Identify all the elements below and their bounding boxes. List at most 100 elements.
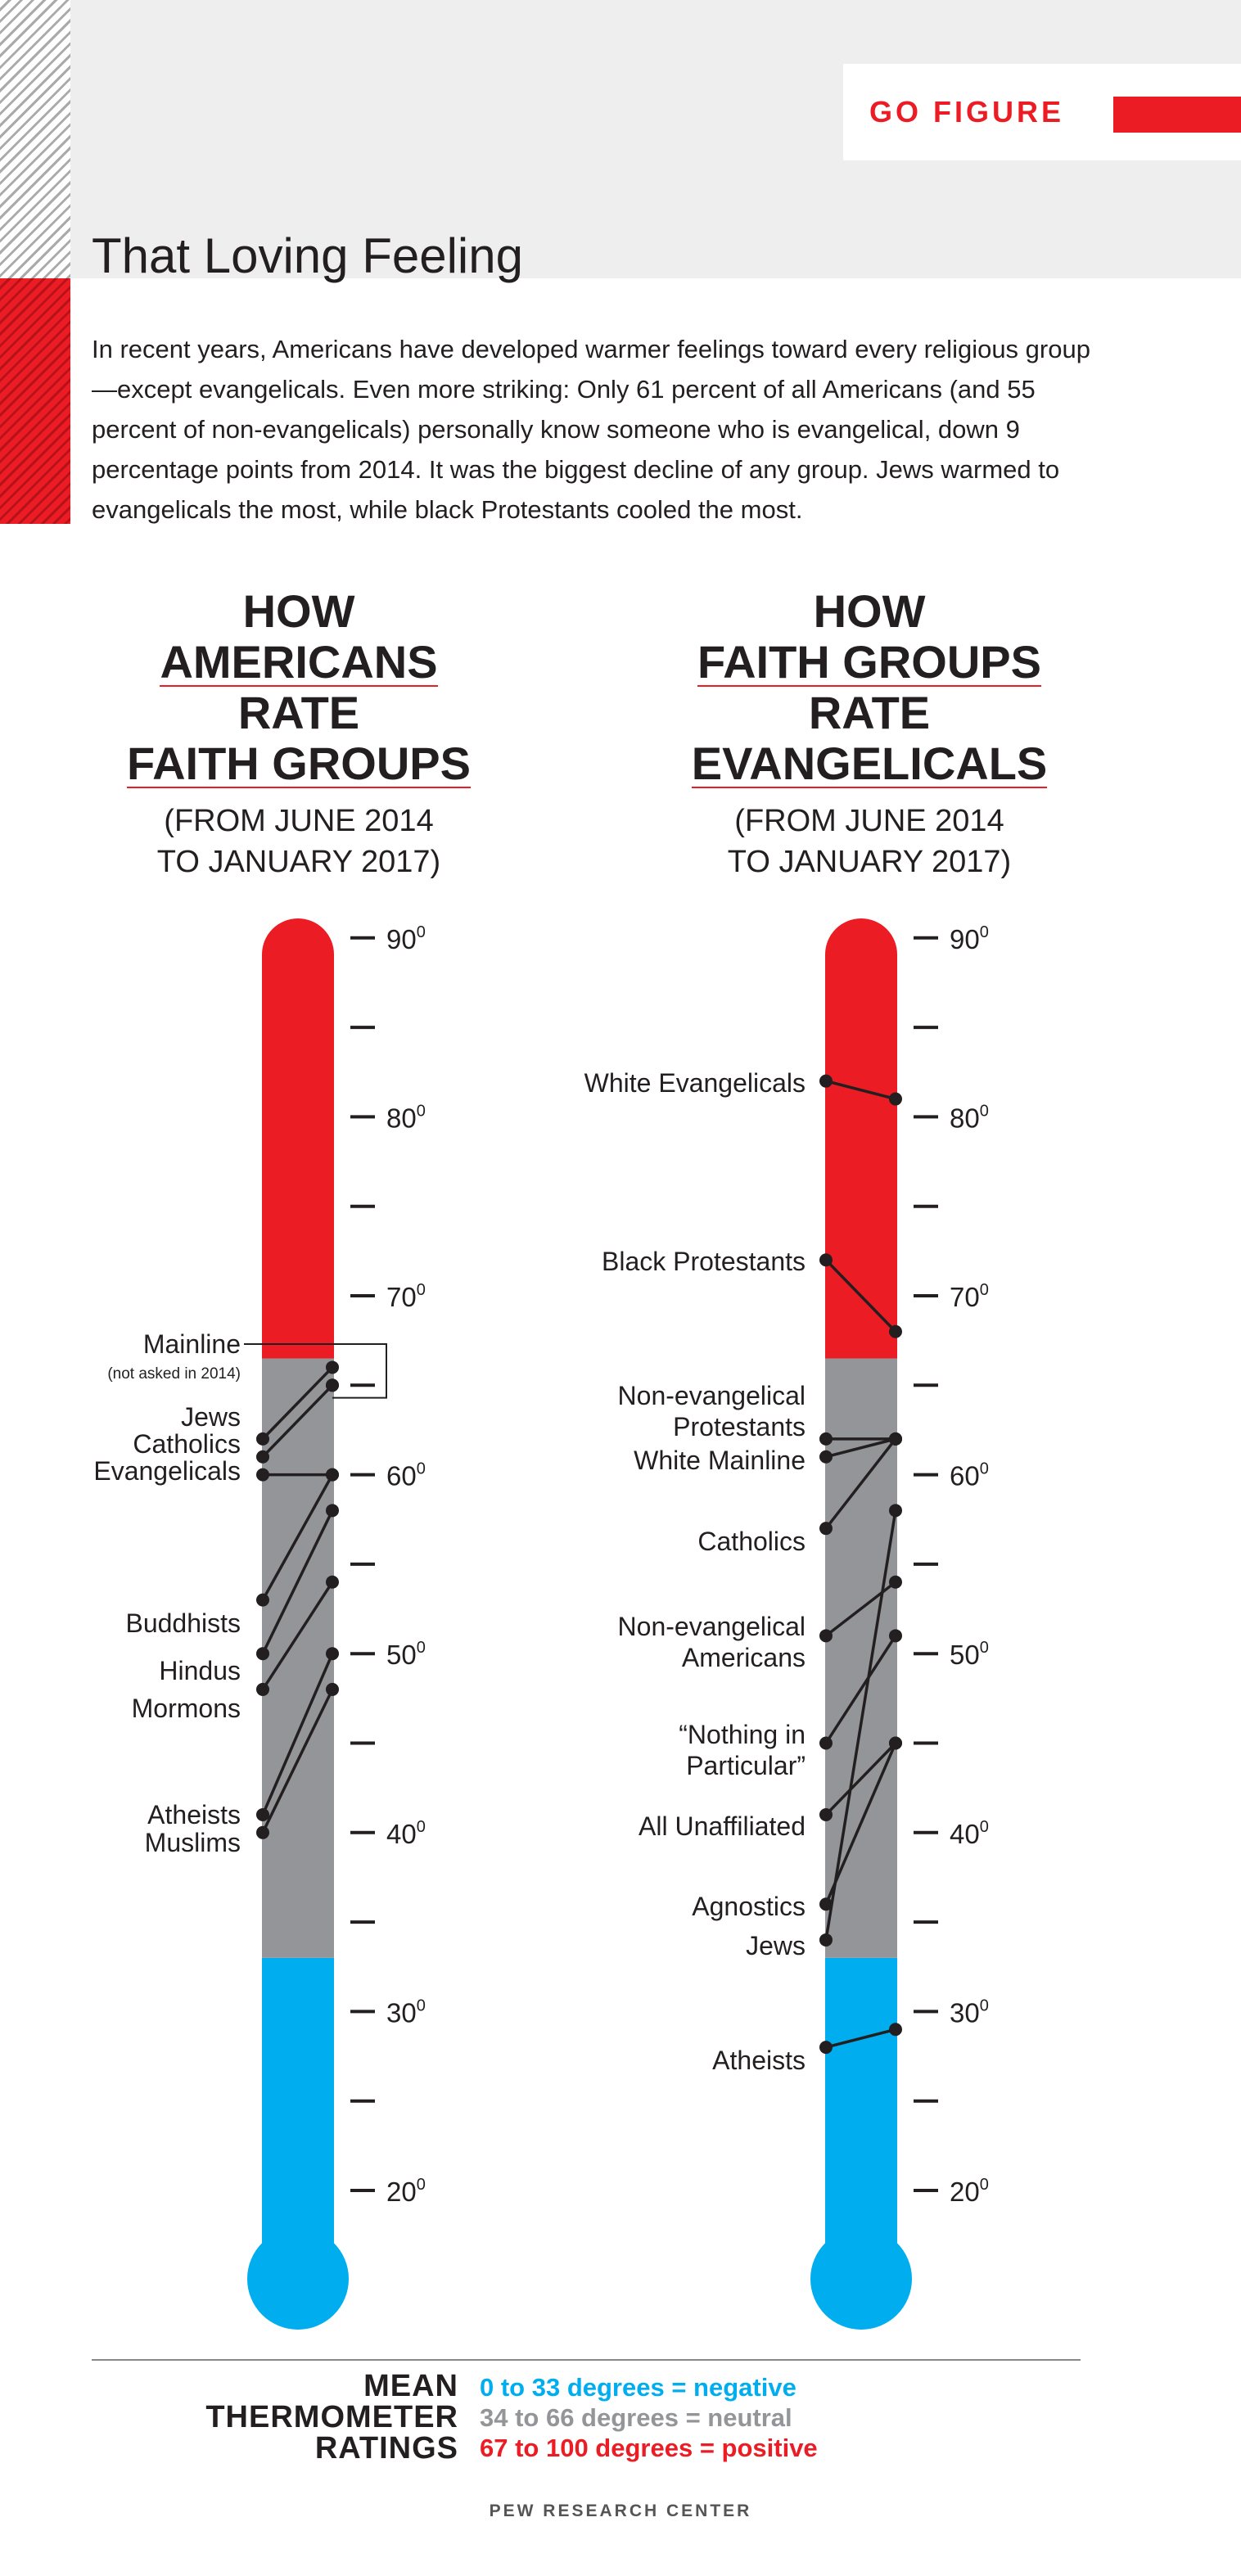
series-line	[261, 1581, 334, 1690]
data-point-2014	[819, 1432, 833, 1446]
right-heading-line-2: FAITH GROUPS	[697, 636, 1042, 688]
left-subtitle-line-2: TO JANUARY 2017)	[156, 845, 441, 879]
legend-title-line-2: THERMOMETER	[205, 2400, 458, 2434]
tick-label: 800	[950, 1102, 989, 1133]
data-point-2017	[326, 1647, 339, 1661]
data-point-2014	[819, 1933, 833, 1947]
tick-label-degree: 0	[980, 2176, 989, 2194]
tick-label: 200	[386, 2176, 426, 2207]
tick-label-value: 70	[386, 1282, 417, 1312]
label-catholics: Catholics	[697, 1527, 806, 1556]
tick-label-degree: 0	[980, 1639, 989, 1657]
right-subtitle-line-1: (FROM JUNE 2014	[734, 804, 1004, 838]
data-point-2014	[256, 1468, 269, 1482]
data-point-2017	[889, 1092, 902, 1106]
tick-label-degree: 0	[980, 1996, 989, 2014]
tick-label: 900	[950, 923, 989, 954]
data-point-2014	[819, 1897, 833, 1911]
tick-label-degree: 0	[980, 923, 989, 941]
right-panel-heading: HOW FAITH GROUPS RATE EVANGELICALS	[624, 586, 1115, 789]
right-panel-subtitle: (FROM JUNE 2014 TO JANUARY 2017)	[624, 801, 1115, 882]
tick-label-value: 50	[950, 1640, 980, 1670]
series-line	[824, 1742, 897, 1816]
data-point-2014	[819, 2041, 833, 2055]
data-point-2014	[819, 1736, 833, 1750]
legend-title: MEAN THERMOMETER RATINGS	[115, 2371, 458, 2464]
left-heading-line-2: AMERICANS	[160, 636, 438, 688]
label-nonevangelical-americans-line-1: Non-evangelical	[618, 1612, 806, 1641]
data-point-2017	[326, 1504, 339, 1518]
series-line	[824, 1635, 897, 1744]
tick-label: 500	[386, 1639, 426, 1670]
tick-label-degree: 0	[980, 1818, 989, 1836]
series-line	[824, 1437, 897, 1530]
thermometer-zone-positive	[262, 918, 334, 1359]
legend-title-line-3: RATINGS	[314, 2431, 458, 2465]
data-point-2014	[256, 1825, 269, 1839]
data-point-2014	[819, 1629, 833, 1643]
thermometer-bulb	[810, 2228, 912, 2330]
tick-label-value: 80	[950, 1103, 980, 1133]
right-heading-line-3: RATE	[808, 687, 931, 738]
tick-label: 300	[950, 1996, 989, 2028]
label-catholics: Catholics	[133, 1429, 241, 1459]
data-point-2014	[819, 1253, 833, 1267]
label-mainline-note: (not asked in 2014)	[107, 1365, 241, 1383]
label-buddhists: Buddhists	[125, 1608, 241, 1638]
tick-label-value: 30	[386, 1997, 417, 2028]
tick-label-value: 40	[386, 1819, 417, 1849]
label-nothing-in-particular-line-1: “Nothing in	[679, 1720, 806, 1749]
series-line	[261, 1473, 334, 1601]
data-point-2014	[819, 1450, 833, 1464]
label-nonevangelical-protestants-line-1: Non-evangelical	[618, 1381, 806, 1410]
tick-label-degree: 0	[417, 1281, 426, 1299]
hatch-decoration-grey	[0, 0, 70, 278]
tick-label-degree: 0	[417, 2176, 426, 2194]
badge-label: GO FIGURE	[869, 95, 1065, 129]
tick-label-value: 60	[386, 1461, 417, 1491]
data-point-2014	[256, 1432, 269, 1446]
tick-label-degree: 0	[417, 1460, 426, 1478]
data-point-2017	[889, 1432, 902, 1446]
tick-label: 400	[386, 1818, 426, 1849]
go-figure-badge: GO FIGURE	[843, 64, 1241, 160]
tick-label: 700	[950, 1281, 989, 1312]
page-title: That Loving Feeling	[92, 228, 523, 283]
data-point-2017	[889, 1736, 902, 1750]
label-jews: Jews	[181, 1402, 241, 1432]
mainline-bracket	[244, 1343, 387, 1399]
series-line	[825, 2028, 896, 2049]
data-point-2017	[889, 2023, 902, 2037]
right-heading-line-1: HOW	[813, 585, 926, 637]
data-point-2017	[326, 1378, 339, 1392]
series-line	[261, 1384, 334, 1458]
label-black-protestants: Black Protestants	[602, 1247, 806, 1276]
label-white-mainline: White Mainline	[634, 1446, 806, 1475]
hatch-decoration-red	[0, 278, 70, 524]
tick-label: 400	[950, 1818, 989, 1849]
left-heading-line-1: HOW	[242, 585, 355, 637]
legend-title-line-1: MEAN	[363, 2369, 458, 2403]
tick-label: 700	[386, 1281, 426, 1312]
data-point-2017	[326, 1682, 339, 1696]
tick-label-value: 90	[386, 924, 417, 954]
tick-label-value: 80	[386, 1103, 417, 1133]
data-point-2014	[819, 1522, 833, 1536]
data-point-2017	[326, 1575, 339, 1589]
series-line	[261, 1509, 334, 1654]
label-muslims: Muslims	[145, 1828, 241, 1857]
label-jews: Jews	[746, 1931, 806, 1960]
tick-label-degree: 0	[417, 1818, 426, 1836]
left-subtitle-line-1: (FROM JUNE 2014	[164, 804, 434, 838]
tick-label: 200	[950, 2176, 989, 2207]
tick-label-value: 20	[386, 2177, 417, 2207]
legend-divider	[92, 2359, 1081, 2361]
tick-label-value: 50	[386, 1640, 417, 1670]
right-heading-line-4: EVANGELICALS	[691, 738, 1048, 789]
right-subtitle-line-2: TO JANUARY 2017)	[727, 845, 1012, 879]
thermometer-zone-positive	[825, 918, 897, 1359]
tick-label-value: 20	[950, 2177, 980, 2207]
label-hindus: Hindus	[159, 1656, 241, 1685]
tick-label: 600	[386, 1460, 426, 1491]
legend-neutral: 34 to 66 degrees = neutral	[480, 2403, 792, 2432]
